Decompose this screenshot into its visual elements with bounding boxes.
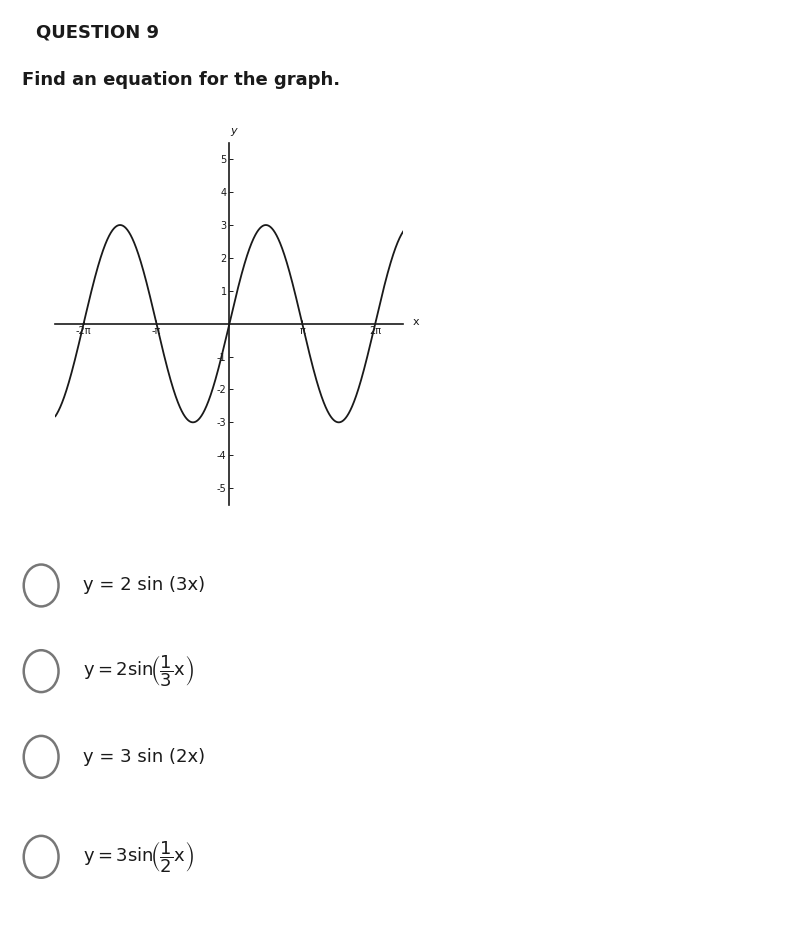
Text: y: y [230,127,237,136]
Text: QUESTION 9: QUESTION 9 [36,24,158,42]
Text: x: x [413,317,419,327]
Text: y = 3 sin (2x): y = 3 sin (2x) [83,748,205,765]
Text: y = 2 sin (3x): y = 2 sin (3x) [83,577,205,594]
Text: $\mathregular{y = 2 sin }\!\left(\dfrac{1}{3}\mathregular{x}\right)$: $\mathregular{y = 2 sin }\!\left(\dfrac{… [83,653,194,689]
Text: Find an equation for the graph.: Find an equation for the graph. [22,71,340,89]
Text: $\mathregular{y = 3 sin }\!\left(\dfrac{1}{2}\mathregular{x}\right)$: $\mathregular{y = 3 sin }\!\left(\dfrac{… [83,839,194,875]
